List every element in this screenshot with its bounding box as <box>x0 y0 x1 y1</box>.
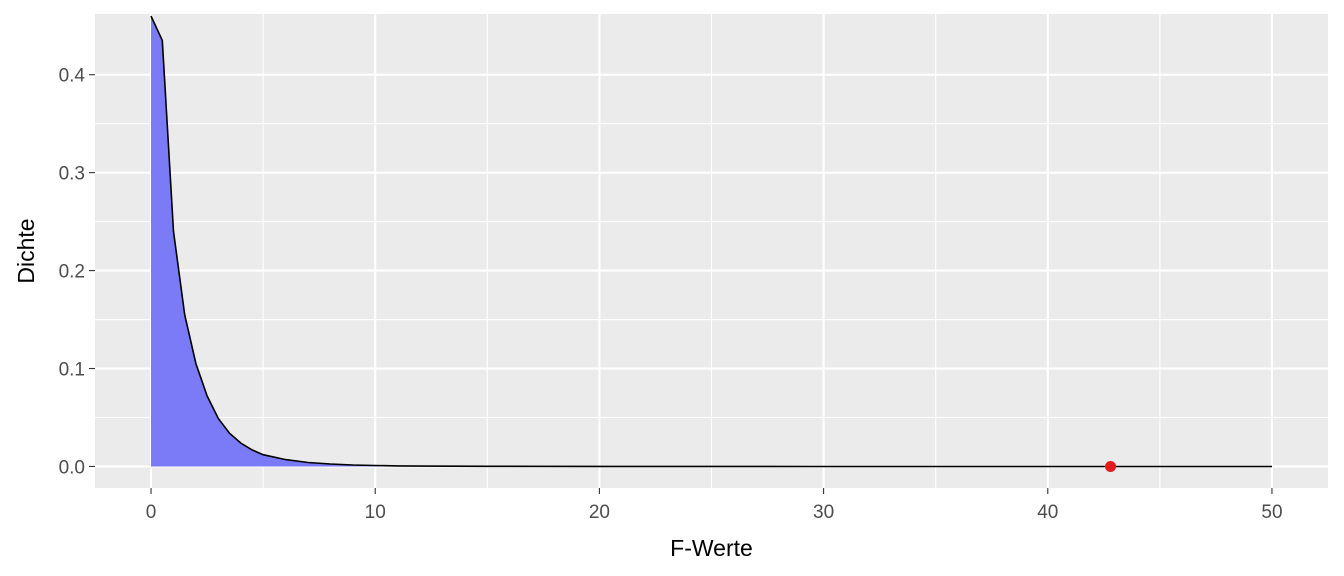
y-tick-label: 0.1 <box>59 360 85 381</box>
density-curve <box>150 15 1272 468</box>
x-tick-label: 20 <box>589 502 610 523</box>
x-axis-ticks: 0 10 20 30 40 50 <box>146 488 1283 523</box>
x-tick-label: 40 <box>1037 502 1058 523</box>
y-tick-label: 0.2 <box>59 262 85 283</box>
observed-f-marker <box>1105 460 1117 472</box>
x-tick-label: 30 <box>813 502 834 523</box>
y-axis-ticks: 0.0 0.1 0.2 0.3 0.4 <box>59 66 95 478</box>
x-tick-label: 10 <box>365 502 386 523</box>
density-area <box>151 16 421 467</box>
y-tick-label: 0.0 <box>59 457 85 478</box>
y-tick-label: 0.3 <box>59 164 85 185</box>
y-tick-label: 0.4 <box>59 66 86 87</box>
x-tick-label: 50 <box>1261 502 1282 523</box>
x-tick-label: 0 <box>146 502 157 523</box>
y-axis-title: Dichte <box>13 218 39 283</box>
x-axis-title: F-Werte <box>670 535 753 561</box>
minor-gridlines <box>95 14 1328 488</box>
